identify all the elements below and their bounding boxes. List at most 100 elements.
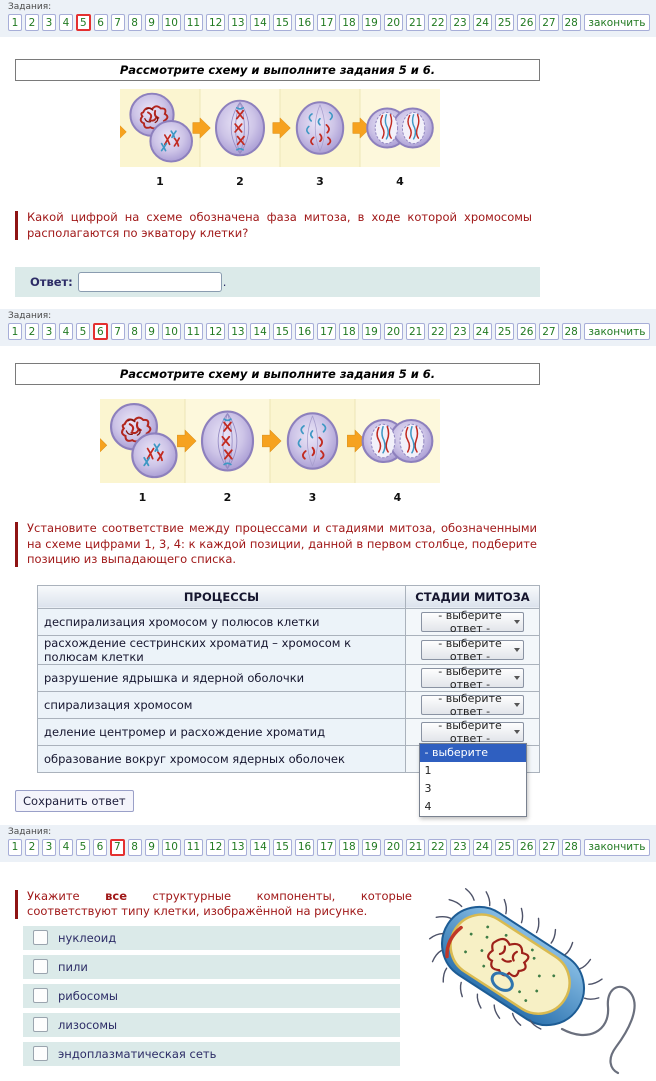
task-button-21[interactable]: 21 — [406, 14, 426, 31]
task-button-22[interactable]: 22 — [428, 14, 448, 31]
task-button-23[interactable]: 23 — [450, 838, 470, 856]
task-button-21[interactable]: 21 — [406, 323, 426, 341]
task-button-5[interactable]: 5 — [76, 838, 90, 856]
task-button-19[interactable]: 19 — [361, 323, 381, 341]
task-button-1[interactable]: 1 — [8, 323, 22, 341]
save-answer-button[interactable]: Сохранить ответ — [15, 789, 134, 812]
dropdown-option[interactable]: 1 — [424, 763, 432, 777]
task-button-6[interactable]: 6 — [93, 14, 108, 31]
task-button-20[interactable]: 20 — [383, 323, 404, 341]
task-button-12[interactable]: 12 — [206, 838, 226, 856]
task-button-20[interactable]: 20 — [383, 14, 404, 31]
stage-select[interactable]: - выберите ответ - — [421, 665, 524, 691]
task-button-17[interactable]: 17 — [317, 14, 337, 31]
task-button-11[interactable]: 11 — [183, 14, 204, 31]
task-button-2[interactable]: 2 — [25, 838, 39, 856]
answer-input[interactable] — [77, 272, 222, 293]
checkbox[interactable] — [33, 1017, 48, 1033]
task-button-10[interactable]: 10 — [161, 323, 181, 341]
task-button-10[interactable]: 10 — [161, 838, 181, 856]
task-button-9[interactable]: 9 — [144, 14, 159, 31]
task-button-15[interactable]: 15 — [272, 323, 292, 341]
task-button-26[interactable]: 26 — [517, 323, 537, 341]
task-button-22[interactable]: 22 — [428, 838, 448, 856]
task-button-8[interactable]: 8 — [127, 838, 142, 856]
task-button-6[interactable]: 6 — [93, 323, 108, 341]
finish-test-button[interactable]: закончить — [583, 838, 651, 856]
checkbox[interactable] — [33, 959, 48, 975]
task-button-3[interactable]: 3 — [42, 14, 56, 31]
stage-select[interactable]: - выберите ответ - — [421, 692, 524, 718]
task-button-26[interactable]: 26 — [517, 14, 537, 31]
task-button-16[interactable]: 16 — [294, 14, 315, 31]
task-button-27[interactable]: 27 — [539, 838, 559, 856]
task-button-7[interactable]: 7 — [110, 323, 125, 341]
task-button-10[interactable]: 10 — [161, 14, 181, 31]
task-button-16[interactable]: 16 — [294, 323, 315, 341]
task-button-25[interactable]: 25 — [494, 323, 515, 341]
dropdown-option[interactable]: 4 — [424, 799, 432, 813]
task-button-19[interactable]: 19 — [361, 838, 381, 856]
task-button-14[interactable]: 14 — [250, 838, 270, 856]
task-button-5[interactable]: 5 — [76, 323, 90, 341]
task-button-18[interactable]: 18 — [339, 323, 359, 341]
checkbox[interactable] — [33, 988, 48, 1004]
task-button-2[interactable]: 2 — [25, 14, 39, 31]
task-button-18[interactable]: 18 — [339, 14, 359, 31]
task-button-24[interactable]: 24 — [472, 838, 492, 856]
task-button-14[interactable]: 14 — [250, 323, 270, 341]
task-button-13[interactable]: 13 — [228, 838, 248, 856]
task-button-23[interactable]: 23 — [450, 14, 470, 31]
task-button-3[interactable]: 3 — [42, 838, 56, 856]
task-button-1[interactable]: 1 — [8, 838, 22, 856]
task-button-24[interactable]: 24 — [472, 14, 492, 31]
task-button-8[interactable]: 8 — [127, 323, 142, 341]
task-button-27[interactable]: 27 — [539, 323, 559, 341]
task-button-17[interactable]: 17 — [317, 838, 337, 856]
task-button-11[interactable]: 11 — [183, 838, 204, 856]
task-button-7[interactable]: 7 — [110, 838, 125, 856]
task-button-3[interactable]: 3 — [42, 323, 56, 341]
task-button-18[interactable]: 18 — [339, 838, 359, 856]
task-button-15[interactable]: 15 — [272, 14, 292, 31]
task-button-25[interactable]: 25 — [494, 14, 515, 31]
task-button-12[interactable]: 12 — [206, 14, 226, 31]
finish-test-button[interactable]: закончить — [583, 14, 651, 31]
task-button-9[interactable]: 9 — [144, 323, 159, 341]
task-button-23[interactable]: 23 — [450, 323, 470, 341]
task-button-1[interactable]: 1 — [8, 14, 22, 31]
task-button-16[interactable]: 16 — [294, 838, 315, 856]
checkbox-option-row[interactable]: эндоплазматическая сеть — [23, 1041, 400, 1066]
checkbox[interactable] — [33, 930, 48, 946]
task-button-21[interactable]: 21 — [406, 838, 426, 856]
task-button-25[interactable]: 25 — [494, 838, 515, 856]
stage-select[interactable]: - выберите ответ - — [421, 719, 524, 745]
task-button-24[interactable]: 24 — [472, 323, 492, 341]
task-button-19[interactable]: 19 — [361, 14, 381, 31]
checkbox-option-row[interactable]: нуклеоид — [23, 925, 400, 950]
finish-test-button[interactable]: закончить — [583, 323, 651, 341]
task-button-9[interactable]: 9 — [144, 838, 159, 856]
task-button-26[interactable]: 26 — [517, 838, 537, 856]
task-button-13[interactable]: 13 — [228, 14, 248, 31]
stage-select[interactable]: - выберите ответ - — [421, 609, 524, 635]
task-button-20[interactable]: 20 — [383, 838, 404, 856]
task-button-5[interactable]: 5 — [76, 14, 91, 31]
task-button-17[interactable]: 17 — [317, 323, 337, 341]
task-button-11[interactable]: 11 — [183, 323, 204, 341]
task-button-15[interactable]: 15 — [272, 838, 292, 856]
task-button-4[interactable]: 4 — [59, 838, 73, 856]
task-button-28[interactable]: 28 — [561, 14, 581, 31]
task-button-2[interactable]: 2 — [25, 323, 39, 341]
dropdown-option[interactable]: - выберите ответ - — [419, 743, 526, 773]
task-button-7[interactable]: 7 — [110, 14, 125, 31]
dropdown-option[interactable]: 3 — [424, 781, 432, 795]
task-button-22[interactable]: 22 — [428, 323, 448, 341]
task-button-8[interactable]: 8 — [127, 14, 142, 31]
task-button-6[interactable]: 6 — [93, 838, 107, 856]
checkbox-option-row[interactable]: пили — [23, 954, 400, 979]
task-button-4[interactable]: 4 — [59, 14, 73, 31]
task-button-13[interactable]: 13 — [228, 323, 248, 341]
checkbox[interactable] — [33, 1046, 48, 1062]
task-button-12[interactable]: 12 — [206, 323, 226, 341]
